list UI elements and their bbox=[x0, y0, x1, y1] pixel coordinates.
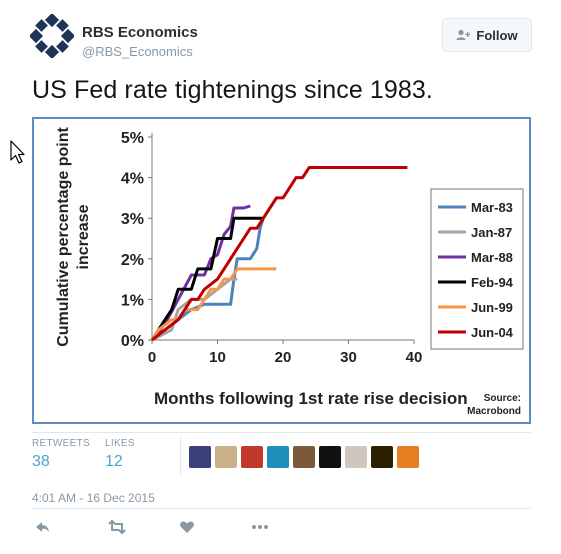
series-line-mar-88 bbox=[150, 204, 251, 341]
x-tick-label: 30 bbox=[340, 349, 357, 366]
liker-avatar[interactable] bbox=[397, 446, 419, 468]
divider bbox=[32, 508, 531, 509]
tweet-actions bbox=[34, 518, 322, 536]
legend-label: Feb-94 bbox=[471, 275, 514, 290]
follow-label: Follow bbox=[476, 27, 518, 43]
series-line-feb-94 bbox=[150, 216, 264, 341]
y-axis-title: Cumulative percentage point increase bbox=[55, 127, 92, 347]
y-tick-label: 2% bbox=[121, 252, 144, 269]
reply-icon[interactable] bbox=[34, 518, 106, 536]
add-user-icon bbox=[456, 29, 471, 40]
legend-label: Jun-99 bbox=[471, 300, 513, 315]
source-label: Source: bbox=[484, 393, 521, 404]
legend-box bbox=[430, 188, 524, 350]
tweet-text: US Fed rate tightenings since 1983. bbox=[32, 76, 433, 104]
y-tick-label: 0% bbox=[121, 333, 144, 350]
retweets-count[interactable]: 38 bbox=[32, 453, 50, 470]
follow-button[interactable]: Follow bbox=[442, 18, 532, 52]
x-tick-label: 0 bbox=[148, 349, 156, 366]
x-axis-title: Months following 1st rate rise decision bbox=[154, 389, 468, 408]
legend-label: Mar-88 bbox=[471, 250, 513, 265]
liker-avatar[interactable] bbox=[293, 446, 315, 468]
line-chart: 0% 1% 2% 3% 4% 5% 0 10 20 30 40 Months following 1s… bbox=[55, 127, 524, 417]
divider bbox=[180, 436, 181, 476]
y-tick-label: 4% bbox=[121, 171, 144, 188]
series-line-jun-04 bbox=[151, 166, 408, 342]
y-tick-label: 5% bbox=[121, 130, 144, 147]
retweet-icon[interactable] bbox=[106, 518, 178, 536]
legend-label: Mar-83 bbox=[471, 200, 513, 215]
liker-avatars bbox=[189, 446, 419, 468]
chart-image[interactable]: 0% 1% 2% 3% 4% 5% 0 10 20 30 40 Months following 1s… bbox=[32, 117, 531, 424]
liker-avatar[interactable] bbox=[267, 446, 289, 468]
series-line-jun-99 bbox=[150, 267, 277, 341]
liker-avatar[interactable] bbox=[371, 446, 393, 468]
x-tick-label: 10 bbox=[209, 349, 226, 366]
liker-avatar[interactable] bbox=[345, 446, 367, 468]
account-name[interactable]: RBS Economics bbox=[82, 24, 198, 41]
likes-label: LIKES bbox=[105, 438, 135, 449]
like-icon[interactable] bbox=[178, 518, 250, 536]
legend-label: Jan-87 bbox=[471, 225, 512, 240]
liker-avatar[interactable] bbox=[319, 446, 341, 468]
tweet-timestamp[interactable]: 4:01 AM - 16 Dec 2015 bbox=[32, 491, 155, 505]
x-tick-label: 20 bbox=[275, 349, 292, 366]
mouse-cursor-icon bbox=[10, 140, 25, 164]
account-handle[interactable]: @RBS_Economics bbox=[82, 44, 193, 59]
source-name: Macrobond bbox=[467, 406, 521, 417]
more-icon[interactable] bbox=[250, 518, 322, 536]
retweets-stat[interactable]: RETWEETS 38 bbox=[32, 438, 90, 471]
likes-stat[interactable]: LIKES 12 bbox=[105, 438, 135, 471]
x-tick-label: 40 bbox=[406, 349, 423, 366]
likes-count[interactable]: 12 bbox=[105, 453, 123, 470]
divider bbox=[32, 432, 531, 433]
legend-label: Jun-04 bbox=[471, 325, 514, 340]
liker-avatar[interactable] bbox=[215, 446, 237, 468]
y-tick-label: 1% bbox=[121, 292, 144, 309]
liker-avatar[interactable] bbox=[189, 446, 211, 468]
rbs-logo-icon bbox=[30, 14, 74, 58]
liker-avatar[interactable] bbox=[241, 446, 263, 468]
y-tick-label: 3% bbox=[121, 211, 144, 228]
retweets-label: RETWEETS bbox=[32, 438, 90, 449]
